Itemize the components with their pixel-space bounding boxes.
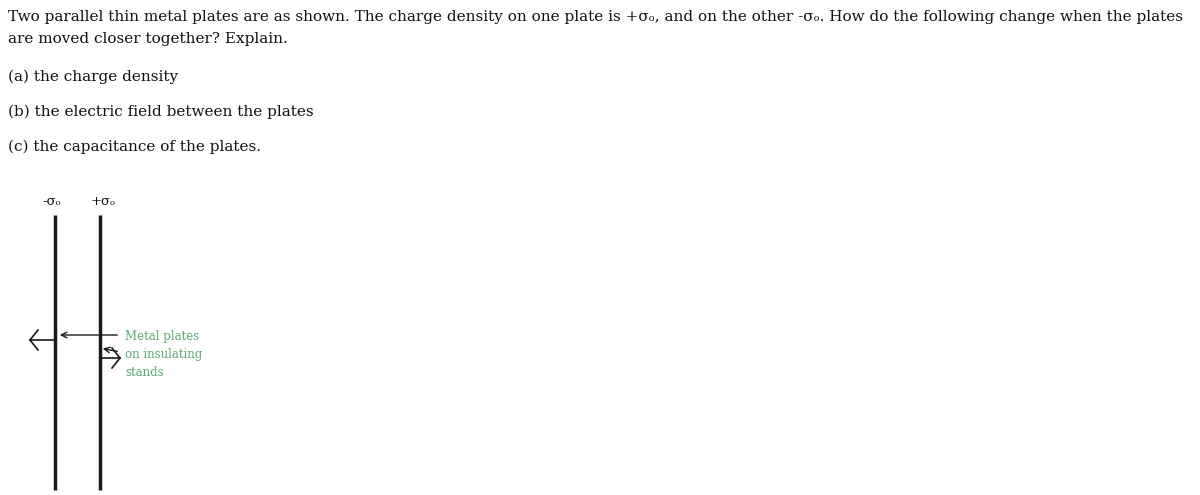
- Text: (a) the charge density: (a) the charge density: [8, 70, 178, 84]
- Text: Two parallel thin metal plates are as shown. The charge density on one plate is : Two parallel thin metal plates are as sh…: [8, 10, 1183, 24]
- Text: +σₒ: +σₒ: [90, 195, 115, 208]
- Text: (c) the capacitance of the plates.: (c) the capacitance of the plates.: [8, 140, 262, 154]
- Text: (b) the electric field between the plates: (b) the electric field between the plate…: [8, 105, 313, 119]
- Text: are moved closer together? Explain.: are moved closer together? Explain.: [8, 32, 288, 46]
- Text: Metal plates
on insulating
stands: Metal plates on insulating stands: [125, 330, 203, 379]
- Text: -σₒ: -σₒ: [43, 195, 61, 208]
